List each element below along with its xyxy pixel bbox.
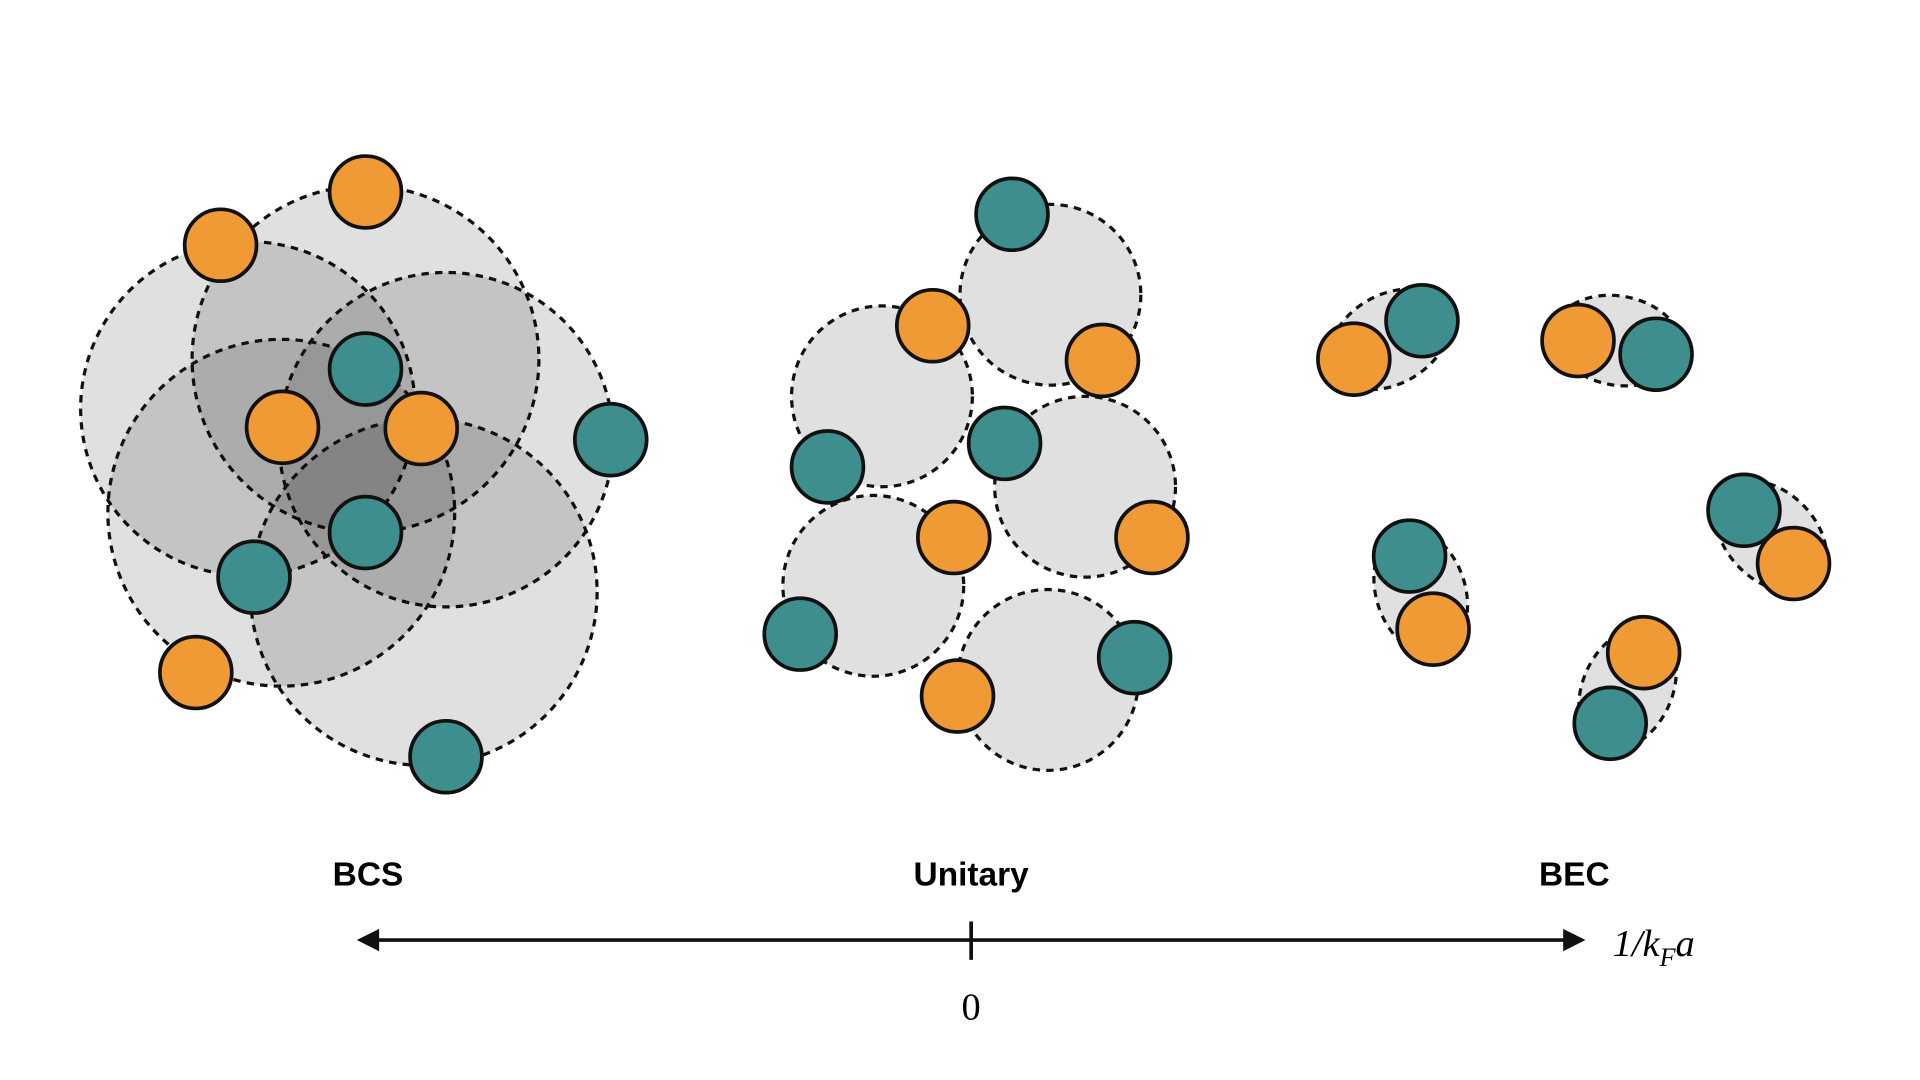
particle: [1395, 591, 1471, 667]
particle: [1755, 525, 1832, 602]
particle: [916, 499, 992, 576]
axis-label-part: 1/k: [1613, 923, 1661, 965]
axis-label-part: a: [1675, 923, 1694, 965]
particle: [327, 154, 404, 230]
arrow-head: [356, 928, 380, 952]
particle: [182, 207, 259, 284]
particle: [789, 429, 866, 505]
unitary-particles: [762, 176, 1190, 734]
particle: [919, 658, 996, 734]
bcs-particles: [158, 154, 649, 795]
particle: [1706, 472, 1782, 549]
particle: [327, 331, 404, 407]
particle: [1384, 283, 1460, 359]
arrow-head: [1563, 928, 1586, 952]
regime-label: BEC: [1539, 857, 1610, 894]
tick-label: 0: [962, 986, 981, 1028]
particle: [1540, 302, 1616, 379]
axis: 0 1/kFa: [356, 921, 1695, 1028]
axis-label: 1/kFa: [1613, 923, 1695, 972]
axis-label-subscript: F: [1659, 943, 1677, 972]
particle: [762, 596, 839, 672]
pair-region: [248, 417, 599, 768]
particle: [894, 287, 971, 364]
particle: [1064, 322, 1141, 399]
particle: [1618, 316, 1694, 392]
regime-label: Unitary: [914, 857, 1030, 894]
particle: [966, 405, 1043, 482]
particle: [572, 401, 649, 478]
bec-molecules: [1316, 283, 1832, 762]
particle: [327, 494, 404, 571]
particle: [1572, 685, 1649, 762]
particle: [383, 390, 460, 467]
particle: [1371, 518, 1448, 594]
particle: [244, 389, 321, 466]
particle: [1316, 321, 1392, 397]
particle: [1114, 499, 1190, 576]
particle: [1096, 619, 1173, 696]
particle: [1605, 614, 1682, 691]
particle: [158, 634, 234, 711]
regime-label: BCS: [333, 857, 404, 894]
particle: [408, 718, 484, 795]
particle: [216, 539, 292, 615]
particle: [974, 176, 1050, 253]
pair-region: [106, 337, 457, 688]
